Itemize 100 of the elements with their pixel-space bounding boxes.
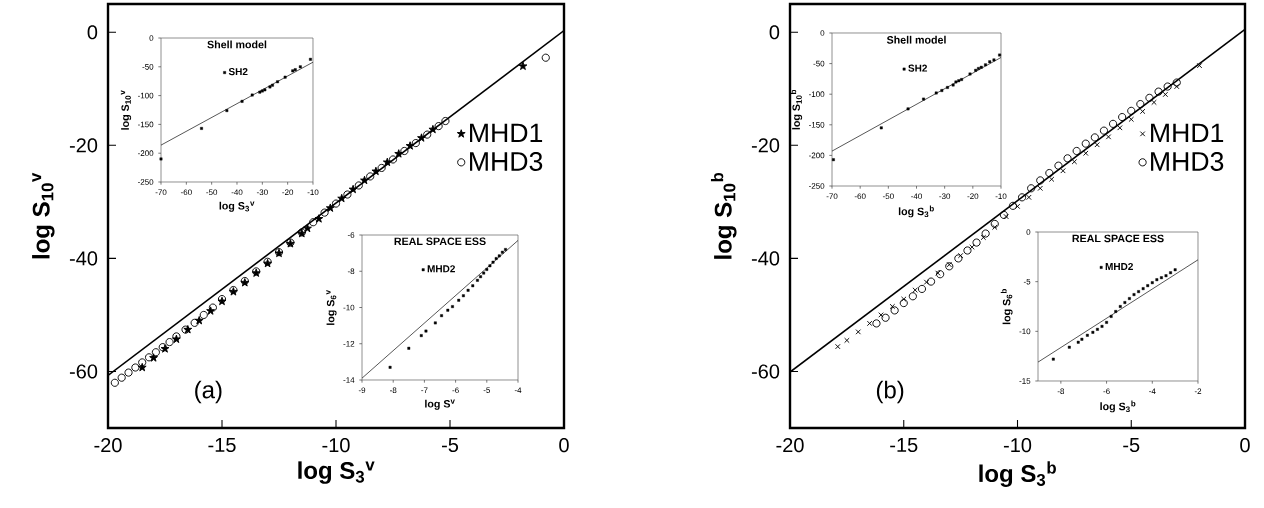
x-tick-label: -40 (231, 189, 243, 196)
y-tick-label: 0 (149, 35, 154, 41)
point (1082, 150, 1089, 157)
point (1108, 119, 1118, 128)
x-tick-label: -9 (358, 387, 366, 394)
y-tick-label: -50 (813, 60, 825, 67)
point (419, 334, 423, 337)
point (434, 122, 443, 131)
point (1128, 116, 1135, 123)
point (225, 109, 229, 112)
y-tick-label: -5 (1023, 278, 1031, 285)
y-tick-label: -100 (137, 92, 154, 99)
y-tick-label: -8 (347, 268, 355, 275)
x-tick-label: -5 (483, 387, 491, 393)
point (881, 313, 890, 322)
point (411, 139, 420, 148)
point (1139, 108, 1146, 115)
point (485, 268, 489, 271)
point (159, 157, 163, 161)
point (936, 270, 945, 279)
point (960, 78, 963, 81)
point (240, 99, 244, 103)
x-tick-label: -70 (155, 189, 167, 196)
point (462, 294, 465, 298)
point (951, 83, 955, 87)
point (268, 85, 272, 89)
point (1146, 284, 1150, 288)
point (309, 57, 312, 61)
x-tick-label: -15 (208, 438, 236, 452)
point (428, 124, 438, 134)
point (309, 218, 318, 227)
x-tick-label: -50 (882, 193, 894, 200)
legend-label: MHD3 (1151, 152, 1224, 171)
x-axis-title: log S$_{3}$v (298, 461, 375, 484)
point (1094, 142, 1100, 148)
point (366, 172, 375, 181)
point (451, 305, 454, 308)
y-tick-label: -150 (808, 121, 825, 128)
point (988, 60, 992, 64)
point (1027, 184, 1036, 193)
point (1118, 113, 1127, 122)
point (494, 257, 498, 260)
point (855, 329, 862, 335)
point (482, 271, 486, 275)
x-tick-label: -10 (995, 193, 1007, 200)
point (954, 254, 963, 263)
point (441, 116, 450, 126)
point (388, 365, 392, 369)
point (835, 343, 841, 350)
point (926, 277, 936, 286)
point (1141, 287, 1145, 291)
legend-label: MHD2 (1105, 262, 1133, 270)
point (407, 346, 411, 350)
x-axis-title: log S$_{3}$b (898, 205, 934, 218)
point (360, 175, 369, 185)
point (1118, 305, 1122, 308)
point (417, 133, 426, 142)
point (271, 83, 274, 87)
x-tick-label: -40 (911, 193, 922, 200)
point (250, 93, 254, 97)
point (497, 254, 501, 258)
point (1154, 87, 1163, 96)
point (1096, 327, 1099, 331)
point (190, 318, 199, 327)
point (1136, 100, 1145, 109)
point (541, 53, 550, 62)
x-tick-label: -50 (206, 189, 218, 196)
y-tick-label: 0 (769, 25, 780, 40)
point (131, 363, 140, 372)
point (984, 63, 987, 67)
point (1164, 274, 1168, 278)
point (1037, 185, 1044, 192)
point (872, 319, 881, 328)
point (1071, 158, 1078, 165)
x-tick-label: -20 (94, 438, 122, 453)
point (325, 203, 335, 212)
y-tick-label: -200 (808, 152, 825, 159)
x-tick-label: -30 (256, 189, 268, 196)
y-tick-label: -50 (142, 63, 154, 70)
point (343, 190, 352, 199)
x-tick-label: -20 (967, 193, 979, 200)
x-tick-label: -20 (282, 189, 294, 196)
y-tick-label: -10 (343, 304, 355, 311)
point (1048, 176, 1055, 183)
point (1080, 337, 1084, 341)
legend-label: MHD1 (1151, 123, 1224, 143)
chart-title: REAL SPACE ESS (394, 237, 486, 246)
point (466, 288, 470, 292)
point (1169, 271, 1172, 275)
y-tick-label: -60 (751, 364, 780, 379)
point (1072, 146, 1081, 156)
y-axis-title: log S$_{10}$b (710, 172, 737, 259)
point (1151, 99, 1157, 106)
point (491, 260, 495, 264)
y-tick-label: -6 (347, 232, 355, 238)
y-tick-label: -250 (137, 179, 154, 185)
point (957, 79, 961, 83)
point (151, 348, 160, 357)
y-tick-label: -150 (137, 121, 154, 128)
y-tick-label: 0 (820, 30, 825, 36)
